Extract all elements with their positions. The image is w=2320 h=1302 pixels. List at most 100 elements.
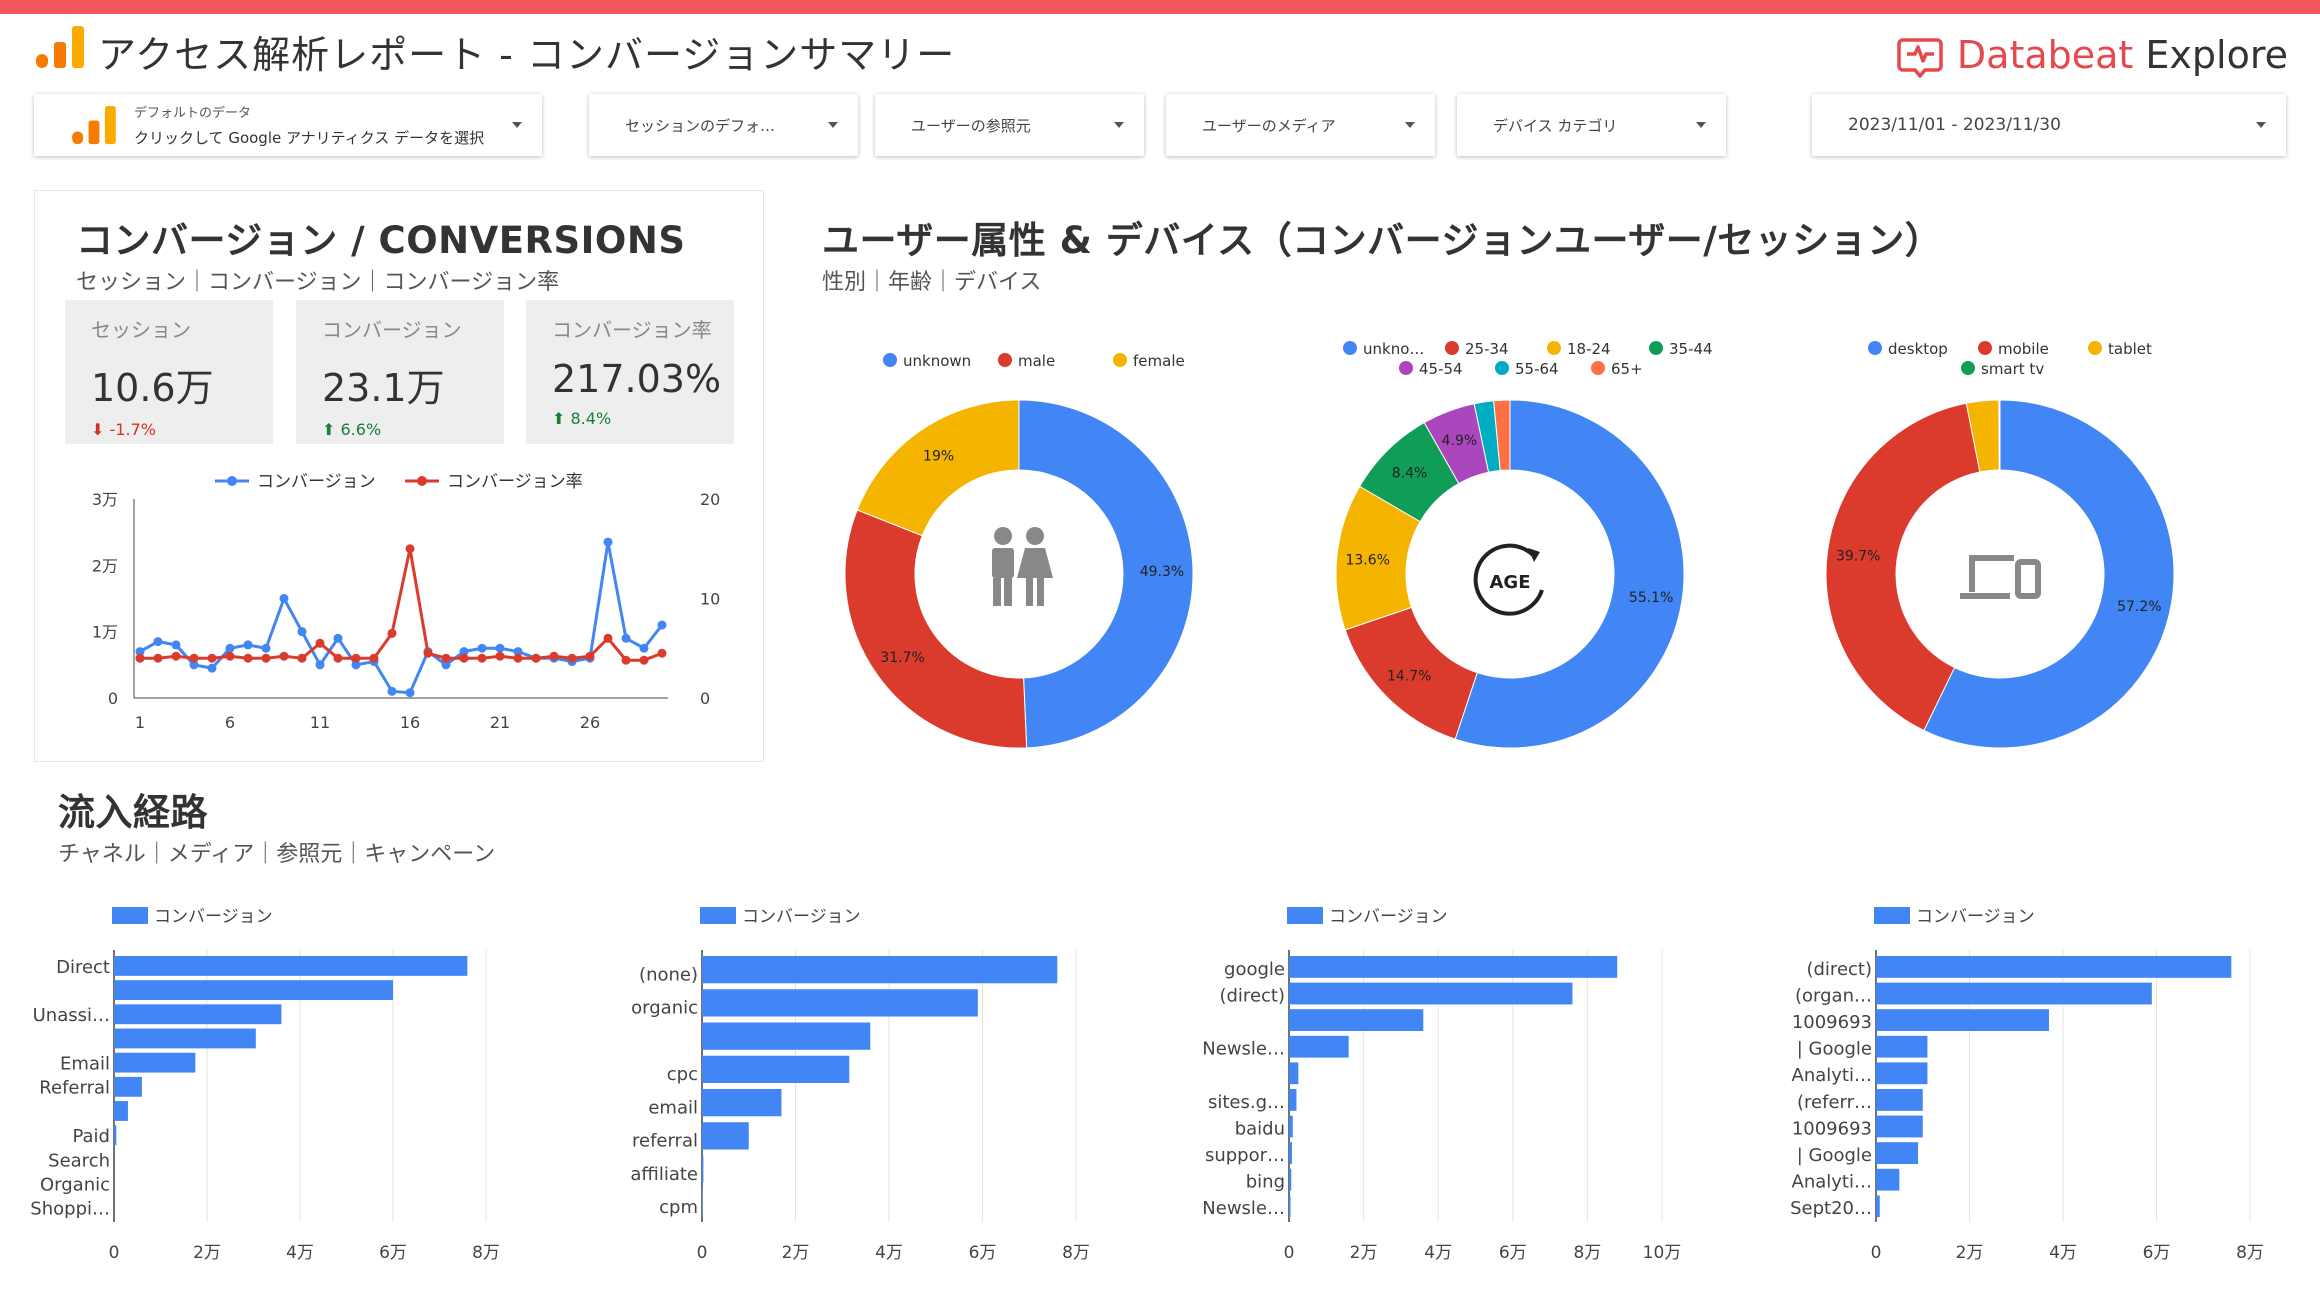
- kpi-label: コンバージョン率: [552, 318, 712, 342]
- legend-marker: [1649, 341, 1663, 355]
- category-label: referral: [632, 1131, 698, 1152]
- x-tick-label: 2万: [782, 1243, 810, 1263]
- legend-marker: [1547, 341, 1561, 355]
- category-label: | Google: [1797, 1039, 1872, 1060]
- data-point: [459, 647, 469, 657]
- data-point: [171, 640, 181, 650]
- data-point: [333, 653, 343, 663]
- data-point: [207, 663, 217, 673]
- bar: [1876, 1115, 1923, 1138]
- legend-marker: [227, 476, 237, 486]
- legend-label: 35-44: [1669, 340, 1713, 358]
- kpi-delta-value: 6.6%: [340, 420, 382, 439]
- x-tick-label: 0: [1871, 1243, 1882, 1263]
- arrow-up-icon: ⬆: [552, 409, 566, 428]
- slice-label: 8.4%: [1392, 465, 1428, 481]
- legend-marker: [1495, 361, 1509, 375]
- gender-icon-leg: [1004, 578, 1012, 606]
- data-point: [261, 643, 271, 653]
- x-tick-label: 4万: [875, 1243, 903, 1263]
- slice-label: 39.7%: [1836, 549, 1880, 565]
- data-point: [513, 653, 523, 663]
- legend-label: 45-54: [1419, 360, 1463, 378]
- donut-slice: [844, 509, 1028, 749]
- legend-marker: [1343, 341, 1357, 355]
- bar: [1289, 1168, 1292, 1191]
- donut-slice: [1923, 399, 2175, 749]
- category-label: cpc: [667, 1064, 698, 1085]
- page-title: アクセス解析レポート - コンバージョンサマリー: [98, 33, 956, 77]
- kpi-delta: ⬇ -1.7%: [91, 420, 247, 439]
- medium-bar-chart: コンバージョン 0 2万 4万 6万 8万 (none) organic cpc email ref…: [630, 907, 1090, 1263]
- age-icon-text: AGE: [1489, 572, 1530, 593]
- data-point: [567, 653, 577, 663]
- x-tick-label: 0: [1284, 1243, 1295, 1263]
- category-label: Organic: [40, 1174, 110, 1195]
- kpi-delta: ⬆ 8.4%: [552, 409, 708, 428]
- device-category-filter[interactable]: デバイス カテゴリ: [1457, 94, 1726, 156]
- bar: [1876, 956, 2232, 978]
- user-source-filter[interactable]: ユーザーの参照元: [875, 94, 1144, 156]
- kpi-conversions: コンバージョン 23.1万 ⬆ 6.6%: [296, 300, 504, 444]
- legend-marker: [1591, 361, 1605, 375]
- slice-label: 14.7%: [1387, 668, 1431, 684]
- x-tick-label: 6万: [969, 1243, 997, 1263]
- x-tick-label: 0: [697, 1243, 708, 1263]
- slice-label: 13.6%: [1345, 553, 1389, 569]
- category-label: Paid: [72, 1126, 110, 1147]
- category-label: Analyti…: [1792, 1172, 1872, 1193]
- data-point: [441, 660, 451, 670]
- category-label: (direct): [1806, 959, 1872, 980]
- top-accent-bar: [0, 0, 2320, 14]
- bar: [114, 1028, 256, 1049]
- category-label: (none): [639, 964, 698, 985]
- y-right-tick-label: 10: [700, 590, 720, 609]
- y-left-tick-label: 2万: [92, 556, 118, 575]
- bar: [1289, 1062, 1299, 1085]
- bar: [114, 1052, 196, 1073]
- legend-label: mobile: [1998, 340, 2049, 358]
- date-range-picker[interactable]: 2023/11/01 - 2023/11/30: [1812, 94, 2286, 156]
- x-tick-label: 4万: [2049, 1243, 2077, 1263]
- data-point: [657, 648, 667, 658]
- legend-marker: [2088, 341, 2102, 355]
- device-icon-phone: [2015, 559, 2041, 599]
- data-point: [495, 651, 505, 661]
- session-default-filter[interactable]: セッションのデフォ…: [589, 94, 858, 156]
- x-tick-label: 2万: [193, 1243, 221, 1263]
- category-label: Shoppi…: [30, 1199, 110, 1220]
- legend-label: tablet: [2108, 340, 2152, 358]
- kpi-conversion-rate: コンバージョン率 217.03% ⬆ 8.4%: [526, 300, 734, 444]
- x-tick-label: 6万: [2143, 1243, 2171, 1263]
- brand-name: Databeat: [1956, 33, 2134, 77]
- x-tick-label: 11: [310, 713, 330, 732]
- y-right-tick-label: 0: [700, 689, 710, 708]
- bar: [1876, 1089, 1923, 1111]
- age-icon-ring: [1473, 543, 1544, 616]
- kpi-value: 10.6万: [91, 366, 214, 410]
- gender-icon-body: [1017, 548, 1053, 606]
- legend-marker: [1399, 361, 1413, 375]
- bar: [702, 1089, 782, 1117]
- kpi-label: セッション: [91, 318, 191, 342]
- brand-logo[interactable]: Databeat Explore: [1897, 30, 2288, 80]
- conversions-card: [34, 190, 764, 762]
- category-label: Analyti…: [1792, 1065, 1872, 1086]
- legend-label: コンバージョン: [1329, 907, 1448, 927]
- analytics-logo-icon: [72, 106, 116, 145]
- category-label: bing: [1246, 1172, 1285, 1193]
- category-label: (organ…: [1795, 985, 1872, 1006]
- legend-marker: [1445, 341, 1459, 355]
- x-tick-label: 26: [580, 713, 600, 732]
- data-point: [243, 640, 253, 650]
- datasource-selector[interactable]: デフォルトのデータ クリックして Google アナリティクス データを選択: [34, 94, 542, 156]
- x-tick-label: 4万: [286, 1243, 314, 1263]
- x-tick-label: 8万: [1573, 1243, 1601, 1263]
- kpi-delta: ⬆ 6.6%: [322, 420, 478, 439]
- bar: [1289, 1115, 1293, 1138]
- data-point: [549, 651, 559, 661]
- bar: [1289, 1035, 1349, 1058]
- gender-icon-body: [992, 548, 1014, 578]
- user-medium-filter[interactable]: ユーザーのメディア: [1166, 94, 1435, 156]
- category-label: google: [1224, 959, 1285, 980]
